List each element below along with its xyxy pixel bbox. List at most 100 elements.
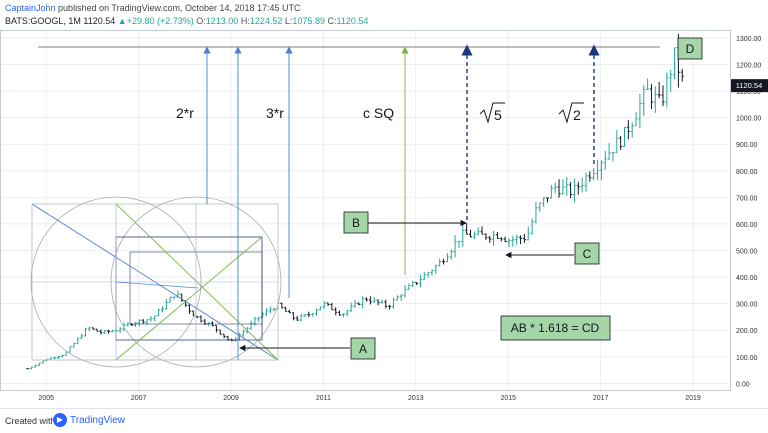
y-tick-label: 500.00 [736, 249, 758, 256]
ohlc-bar [634, 112, 638, 127]
ohlc-bar [357, 302, 361, 306]
y-tick-label: 100.00 [736, 355, 758, 362]
y-tick-label: 700.00 [736, 195, 758, 202]
ohlc-bar [338, 310, 342, 316]
ohlc-bar [503, 236, 507, 243]
ohlc-bar [311, 313, 315, 317]
y-tick-label: 200.00 [736, 328, 758, 335]
last-price-badge-text: 1120.54 [736, 81, 763, 90]
author-link[interactable]: CaptainJohn [5, 3, 56, 13]
ohlc-bar [318, 306, 322, 311]
ohlc-bar [307, 311, 311, 317]
y-tick-label: 600.00 [736, 222, 758, 229]
ohlc-bar [199, 315, 203, 323]
ohlc-bar [649, 84, 653, 110]
y-axis[interactable]: 0.00 100.00 200.00 300.00 400.00 500.00 600.00… [736, 36, 761, 388]
ohlc-bar [30, 366, 34, 370]
ohlc-bar [341, 313, 345, 318]
ohlc-bar [584, 172, 588, 192]
y-tick-label: 400.00 [736, 275, 758, 282]
ohlc-bar [395, 295, 399, 301]
ohlc-legend: BATS:GOOGL, 1M 1120.54 ▲+29.80 (+2.73%) … [5, 15, 368, 28]
ohlc-bar [507, 238, 511, 248]
ohlc-bar [434, 264, 438, 274]
blue-diagonal-2 [115, 281, 199, 289]
label-c-sq: c SQ [363, 105, 394, 121]
up-arrow-icon: ▲ [117, 16, 127, 26]
open-label: O: [196, 16, 206, 26]
x-axis[interactable]: 2005 2007 2009 2011 2013 2015 2017 2019 [38, 395, 701, 402]
label-sqrt2: 2 [573, 107, 581, 123]
ohlc-bar [418, 274, 422, 288]
last-price-badge: 1120.54 [731, 79, 768, 93]
ohlc-bar [607, 143, 611, 161]
ohlc-bar [153, 315, 157, 322]
ohlc-bar [137, 319, 141, 326]
ohlc-bar [530, 218, 534, 235]
last-price: 1120.54 [83, 16, 116, 26]
ohlc-bar [33, 364, 37, 368]
x-tick-label: 2015 [500, 395, 516, 402]
ohlc-bar [384, 299, 388, 309]
box-label-b[interactable]: B [343, 211, 369, 234]
ohlc-bar [499, 237, 503, 242]
formula-box[interactable]: AB * 1.618 = CD [500, 315, 611, 341]
y-tick-label: 0.00 [736, 381, 750, 388]
ohlc-bar [214, 324, 218, 333]
price-chart[interactable]: 2*r 3*r c SQ 5 2 A B C D AB * 1.618 = CD… [0, 30, 768, 408]
ohlc-bar [149, 315, 153, 322]
box-label-a[interactable]: A [350, 337, 376, 360]
tradingview-link[interactable]: ▶ TradingView [53, 413, 125, 427]
box-label-a-text: A [359, 342, 367, 356]
ohlc-bar [157, 308, 161, 317]
box-label-c[interactable]: C [574, 242, 600, 265]
ohlc-bar [41, 360, 45, 364]
box-label-d[interactable]: D [677, 37, 703, 60]
ohlc-bar [376, 299, 380, 306]
ohlc-bar [68, 346, 72, 353]
ohlc-bar [453, 235, 457, 258]
ohlc-bar [484, 233, 488, 241]
ohlc-bar [553, 182, 557, 194]
ohlc-bar [80, 333, 84, 339]
ohlc-bar [495, 232, 499, 239]
ohlc-bar [361, 296, 365, 309]
x-tick-label: 2011 [316, 395, 331, 402]
ohlc-bar [611, 152, 615, 162]
ohlc-bar [519, 235, 523, 245]
y-tick-label: 1200.00 [736, 63, 761, 70]
label-sqrt2-group: 2 [558, 102, 584, 124]
ohlc-bar [526, 226, 530, 241]
ohlc-bar [57, 355, 61, 359]
ohlc-bar [411, 280, 415, 287]
ohlc-bar [515, 234, 519, 245]
ohlc-bar [110, 329, 114, 333]
ohlc-bar [399, 294, 403, 301]
price-change: +29.80 (+2.73%) [126, 16, 194, 26]
y-tick-label: 300.00 [736, 302, 758, 309]
ohlc-bar [168, 296, 172, 303]
ohlc-bar [422, 271, 426, 281]
ohlc-bar [561, 179, 565, 195]
ohlc-bar [511, 235, 515, 247]
high-value: 1224.52 [249, 16, 283, 26]
box-label-b-text: B [352, 216, 360, 230]
ohlc-bar [588, 171, 592, 182]
published-text: published on TradingView.com, October 14… [55, 3, 301, 13]
ohlc-bar [314, 308, 318, 316]
ohlc-bar [87, 326, 91, 332]
ohlc-bar [268, 306, 272, 314]
ohlc-bar [60, 354, 64, 358]
ohlc-bar [180, 293, 184, 302]
ohlc-bar [599, 160, 603, 181]
tradingview-logo-icon: ▶ [53, 413, 67, 427]
ohlc-bar [669, 69, 673, 92]
ohlc-bar [472, 231, 476, 240]
ohlc-bar [72, 342, 76, 348]
x-tick-label: 2017 [593, 395, 609, 402]
ohlc-bar [646, 78, 650, 90]
footer: Created with ▶ TradingView [0, 408, 768, 433]
ohlc-bar [222, 333, 226, 339]
sqrt-symbol-icon [479, 102, 505, 124]
ohlc-bar [642, 84, 646, 116]
